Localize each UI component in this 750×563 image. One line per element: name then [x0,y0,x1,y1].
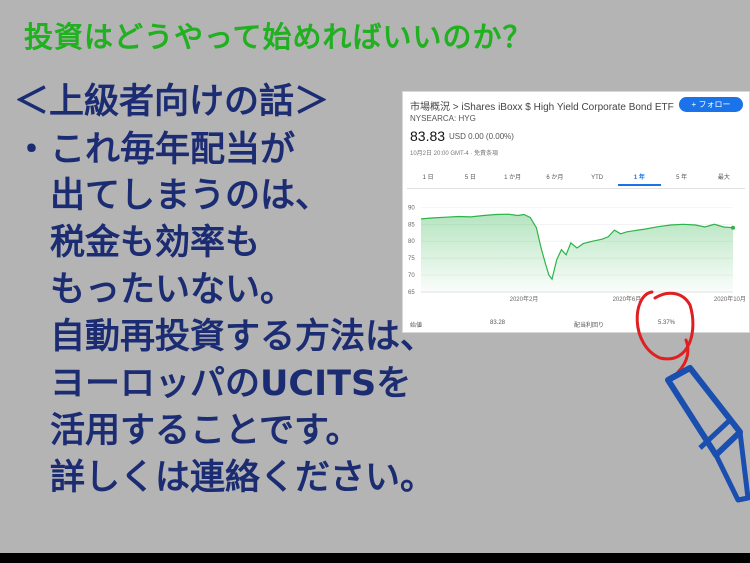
tab-divider [407,188,745,189]
tab-1y[interactable]: 1 年 [618,170,661,186]
bullet-line-2: 出てしまうのは、 [50,176,331,216]
bullet-mark: ・ [14,130,50,170]
tab-5y[interactable]: 5 年 [676,175,688,181]
tab-5d[interactable]: 5 日 [464,175,476,181]
bullet-line-6: ヨーロッパのUCITSを [50,364,412,404]
tab-1m[interactable]: 1 か月 [504,175,522,181]
y-tick-label: 65 [408,290,415,296]
tab-max[interactable]: 最大 [717,175,730,181]
bullet-line-3: 税金も効率も [50,223,261,263]
tab-6m[interactable]: 6 か月 [546,175,564,181]
tab-1d[interactable]: 1 日 [422,175,434,181]
pen-icon [665,365,750,503]
y-tick-label: 75 [408,256,415,262]
stat-open-label: 始値 [410,323,423,329]
x-tick-label: 2020年6月 [613,295,642,303]
stat-yield-value: 5.37% [658,320,676,326]
bullet-line-7: 活用することです。 [50,411,361,451]
price-line [420,213,734,281]
bullet-line-4: もったいない。 [50,270,296,310]
price-change: USD 0.00 (0.00%) [449,132,514,141]
bullet-line-8: 詳しくは連絡ください。 [50,458,436,498]
y-tick-label: 90 [408,205,415,211]
price-chart[interactable]: 90 85 80 75 70 65 2020年2月 2020年6月 2020年10月 [403,200,749,312]
last-price-dot [731,225,735,230]
x-tick-label: 2020年10月 [714,295,746,303]
follow-button[interactable]: + フォロー [679,97,743,112]
ticker-symbol: NYSEARCA: HYG [410,114,476,123]
tab-ytd[interactable]: YTD [591,175,604,181]
breadcrumb[interactable]: 市場概況 > iShares iBoxx $ High Yield Corpor… [410,102,674,113]
x-tick-label: 2020年2月 [510,295,539,303]
stat-open-value: 83.28 [490,320,506,326]
range-tabs: 1 日 5 日 1 か月 6 か月 YTD 1 年 5 年 最大 [407,170,745,186]
subheading: ＜上級者向けの話＞ [14,82,330,122]
bullet-line-5: 自動再投資する方法は、 [50,317,436,357]
bullet-text-1: これ毎年配当が [50,130,296,170]
y-tick-label: 70 [408,273,415,279]
stat-yield-label: 配当利回り [574,323,605,329]
price-value: 83.83 [410,128,446,144]
price-area [421,214,733,292]
slide-title: 投資はどうやって始めればいいのか？ [24,20,533,54]
finance-card: 市場概況 > iShares iBoxx $ High Yield Corpor… [402,91,750,333]
y-tick-label: 80 [408,239,415,245]
price-timestamp: 10月2日 20:00 GMT-4 · 免責条項 [410,151,499,157]
y-tick-label: 85 [408,222,415,228]
bullet-line-1: ・これ毎年配当が [14,128,295,173]
